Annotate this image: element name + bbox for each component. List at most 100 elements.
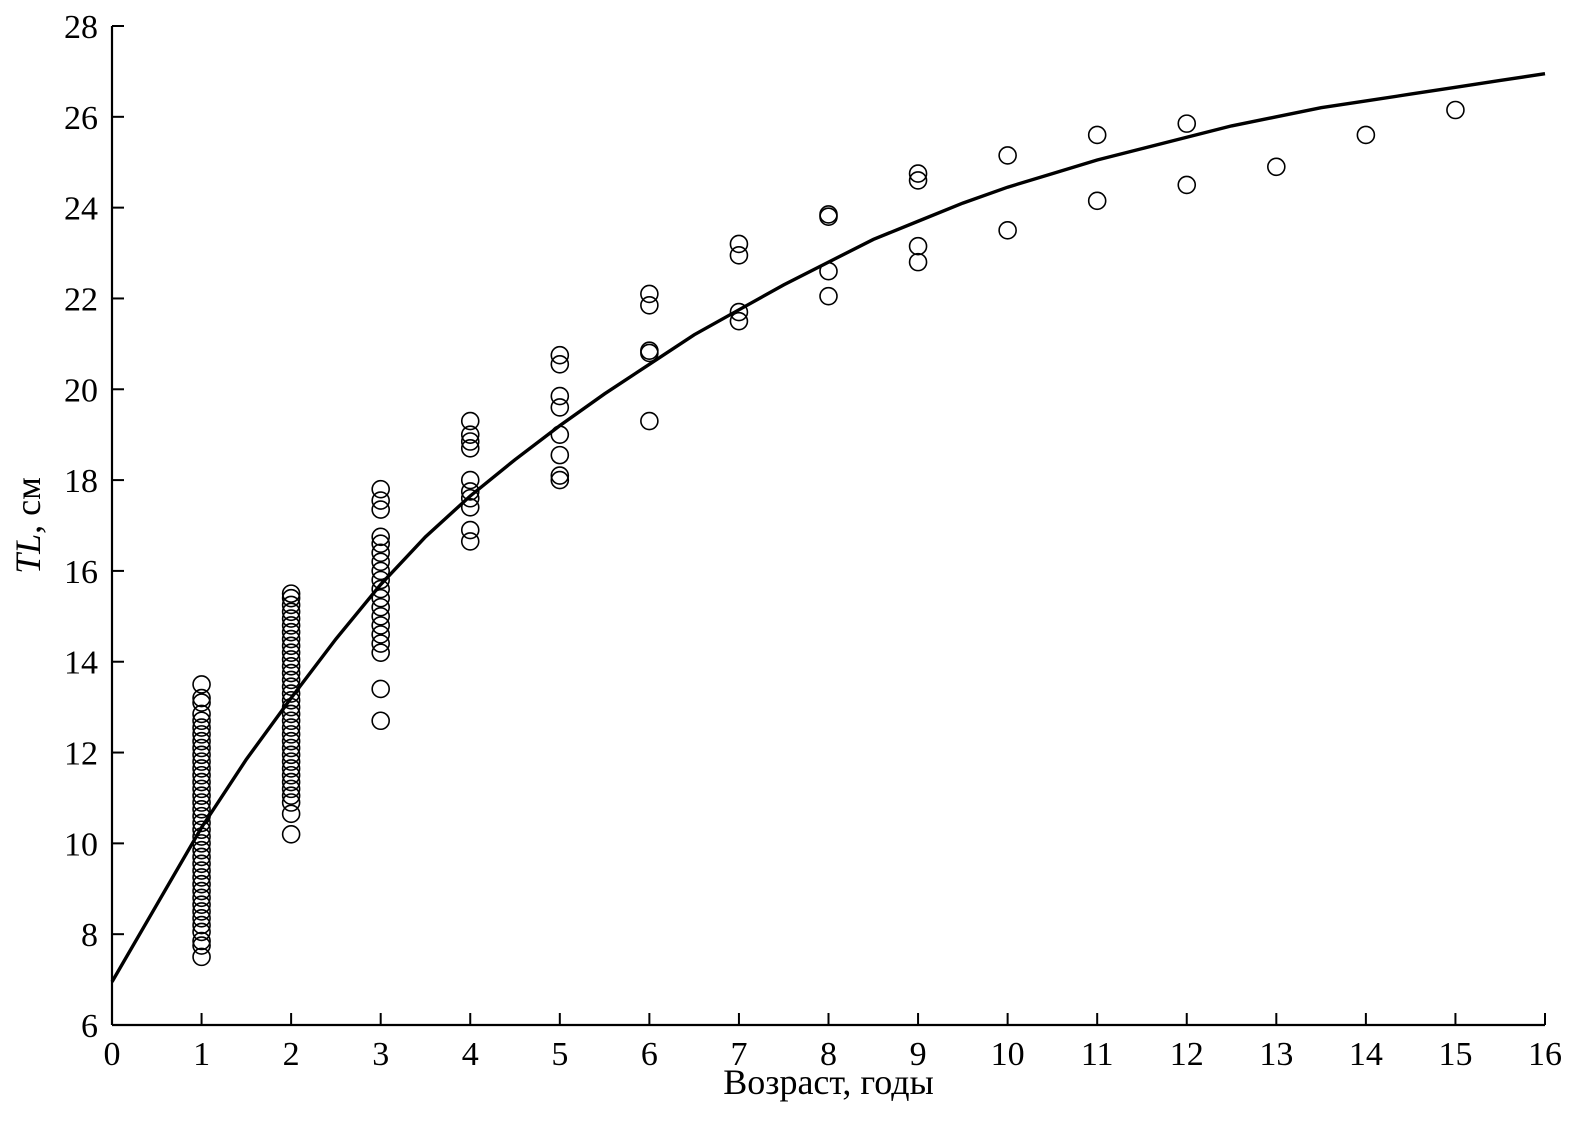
data-point	[281, 745, 301, 765]
y-axis-label: TL, см	[8, 477, 48, 574]
data-point	[460, 470, 480, 490]
x-tick-label: 9	[910, 1036, 927, 1073]
y-tick-label: 8	[81, 917, 98, 954]
data-point	[460, 439, 480, 458]
data-point	[550, 470, 570, 490]
axes: 0 1 2 3 4 5 6 7 8 9 10 11 12 13 14 15 16 681012141618202…	[64, 9, 1562, 1073]
data-point	[1356, 125, 1376, 145]
data-point	[192, 881, 211, 901]
y-axis-label-unit: , см	[8, 477, 48, 534]
data-point	[281, 616, 301, 635]
data-point	[371, 634, 390, 653]
y-tick-label: 22	[64, 281, 98, 318]
data-point	[640, 411, 659, 431]
x-tick-label: 4	[462, 1036, 479, 1073]
y-tick-label: 28	[64, 9, 98, 46]
y-tick-label: 20	[64, 372, 98, 409]
data-point	[371, 500, 390, 519]
data-point	[192, 874, 211, 894]
y-tick-label: 12	[64, 736, 98, 773]
data-point	[192, 820, 211, 840]
data-point	[281, 765, 301, 785]
data-point	[1087, 125, 1107, 145]
data-point	[281, 793, 301, 812]
data-point	[371, 625, 390, 644]
data-point	[192, 847, 211, 867]
data-point	[281, 602, 301, 622]
data-point	[371, 543, 390, 563]
data-point	[192, 738, 211, 758]
growth-curve	[110, 71, 1546, 983]
data-point	[192, 711, 211, 731]
data-point	[550, 354, 570, 374]
y-tick-label: 26	[64, 100, 98, 137]
data-point	[192, 931, 211, 951]
data-point	[460, 425, 480, 444]
data-point	[998, 221, 1017, 240]
data-point	[550, 398, 570, 417]
data-point	[640, 341, 659, 360]
y-tick-label: 24	[64, 191, 98, 228]
data-point	[1177, 175, 1197, 195]
data-point	[192, 752, 211, 771]
data-point	[192, 902, 211, 921]
x-axis-ticks: 0 1 2 3 4 5 6 7 8 9 10 11 12 13 14 15 16	[104, 1013, 1562, 1073]
data-point	[192, 718, 211, 737]
data-point	[281, 663, 301, 683]
data-point	[192, 800, 211, 819]
data-point	[281, 772, 301, 792]
data-point	[460, 432, 480, 451]
data-point	[192, 688, 211, 708]
data-point	[281, 609, 301, 628]
data-point	[460, 498, 480, 517]
data-point	[460, 488, 480, 508]
data-point	[908, 236, 928, 256]
data-point	[192, 693, 211, 712]
data-point	[281, 684, 301, 703]
data-point	[281, 725, 301, 744]
data-point	[281, 588, 301, 608]
data-point	[192, 888, 211, 908]
y-tick-label: 18	[64, 463, 98, 500]
data-point	[640, 284, 659, 304]
x-tick-label: 0	[104, 1036, 121, 1073]
data-point	[281, 759, 301, 778]
data-point	[192, 765, 211, 785]
x-tick-label: 8	[820, 1036, 837, 1073]
x-tick-label: 6	[641, 1036, 658, 1073]
data-point	[371, 579, 390, 599]
data-point	[819, 286, 838, 306]
data-point	[192, 731, 211, 751]
y-tick-label: 14	[64, 645, 98, 682]
data-point	[281, 622, 301, 642]
data-point	[281, 752, 301, 771]
data-point	[550, 345, 570, 365]
x-tick-label: 13	[1259, 1036, 1293, 1073]
data-point	[281, 636, 301, 656]
data-point	[371, 597, 390, 617]
y-axis-label-variable: TL	[8, 534, 48, 574]
y-tick-label: 16	[64, 554, 98, 591]
data-point	[729, 234, 749, 254]
data-point	[1267, 157, 1286, 177]
data-point	[371, 616, 390, 635]
data-point	[192, 868, 211, 887]
data-point	[192, 779, 211, 799]
x-tick-label: 2	[283, 1036, 300, 1073]
x-tick-label: 12	[1170, 1036, 1204, 1073]
x-tick-label: 7	[730, 1036, 747, 1073]
data-point	[371, 588, 390, 608]
x-tick-label: 15	[1438, 1036, 1472, 1073]
data-point	[192, 915, 211, 935]
plot-area	[110, 71, 1546, 983]
data-point	[371, 711, 390, 731]
data-point	[281, 691, 301, 710]
data-point	[281, 670, 301, 690]
data-point	[998, 146, 1017, 165]
data-point	[1177, 114, 1197, 133]
data-point	[281, 584, 301, 603]
data-point	[192, 947, 211, 967]
data-point	[192, 854, 211, 874]
data-point	[281, 718, 301, 737]
